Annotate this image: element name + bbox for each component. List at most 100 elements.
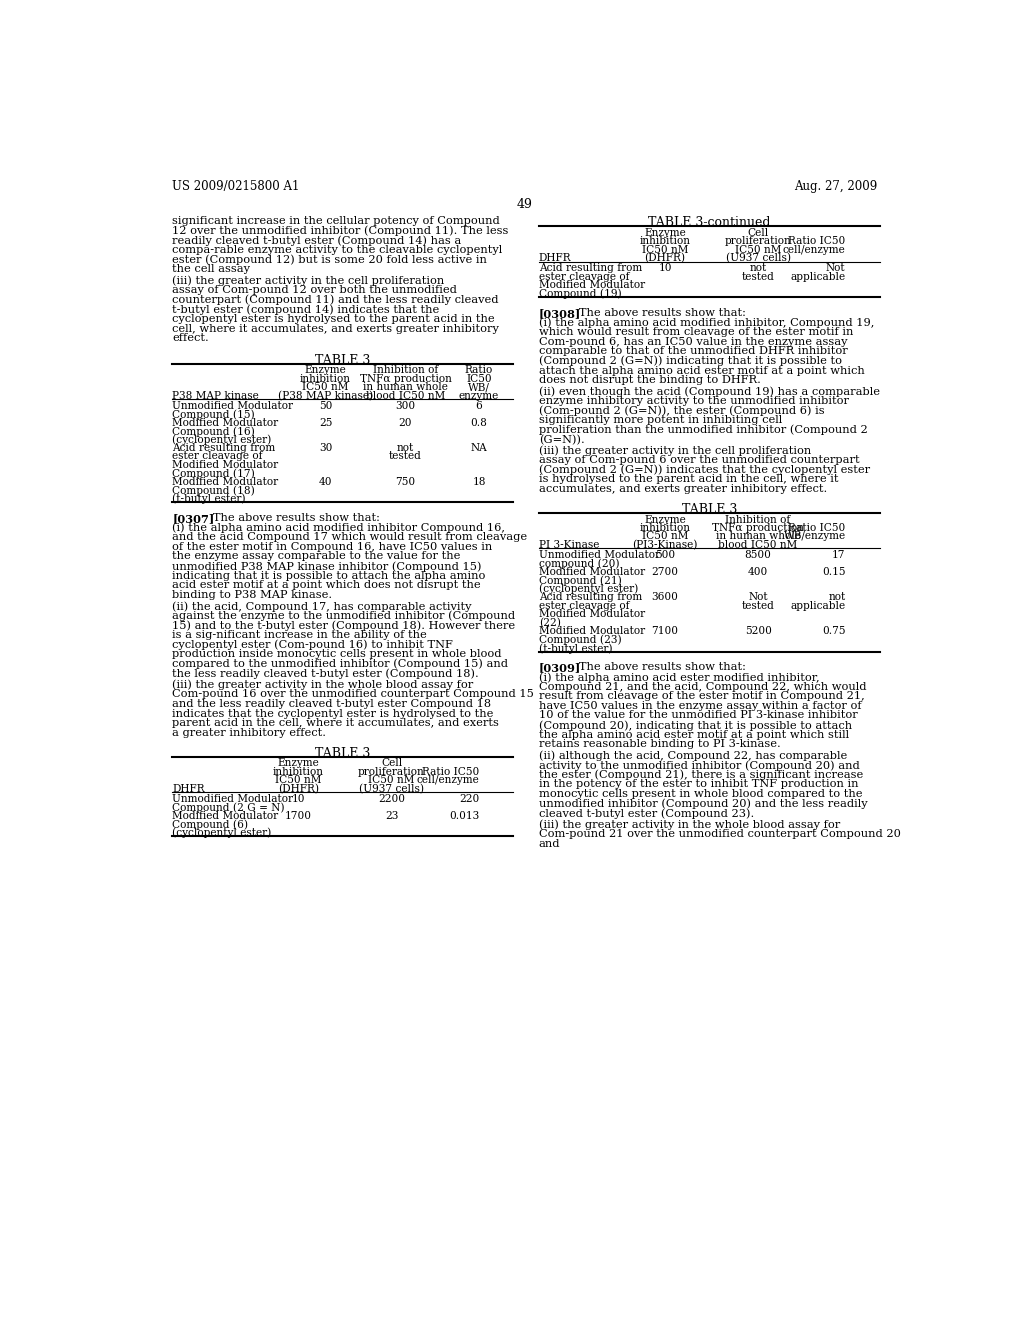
Text: (iii) the greater activity in the whole blood assay for: (iii) the greater activity in the whole … — [172, 680, 473, 690]
Text: 8500: 8500 — [744, 550, 771, 560]
Text: 10: 10 — [658, 263, 672, 273]
Text: 30: 30 — [318, 444, 333, 453]
Text: indicating that it is possible to attach the alpha amino: indicating that it is possible to attach… — [172, 570, 485, 581]
Text: and the less readily cleaved t-butyl ester Compound 18: and the less readily cleaved t-butyl est… — [172, 700, 492, 709]
Text: 7100: 7100 — [651, 626, 679, 636]
Text: Compound (23): Compound (23) — [539, 635, 622, 645]
Text: acid ester motif at a point which does not disrupt the: acid ester motif at a point which does n… — [172, 581, 481, 590]
Text: have IC50 values in the enzyme assay within a factor of: have IC50 values in the enzyme assay wit… — [539, 701, 861, 711]
Text: blood IC50 nM: blood IC50 nM — [366, 391, 445, 400]
Text: cell, where it accumulates, and exerts greater inhibitory: cell, where it accumulates, and exerts g… — [172, 323, 499, 334]
Text: Ratio IC50: Ratio IC50 — [422, 767, 479, 776]
Text: Inhibition of: Inhibition of — [725, 515, 791, 524]
Text: Modified Modulator: Modified Modulator — [539, 280, 645, 290]
Text: (ii) even though the acid (Compound 19) has a comparable: (ii) even though the acid (Compound 19) … — [539, 387, 880, 397]
Text: activity to the unmodified inhibitor (Compound 20) and: activity to the unmodified inhibitor (Co… — [539, 760, 859, 771]
Text: Modified Modulator: Modified Modulator — [172, 459, 279, 470]
Text: Modified Modulator: Modified Modulator — [539, 626, 645, 636]
Text: 3600: 3600 — [651, 593, 679, 602]
Text: Modified Modulator: Modified Modulator — [172, 477, 279, 487]
Text: readily cleaved t-butyl ester (Compound 14) has a: readily cleaved t-butyl ester (Compound … — [172, 235, 462, 246]
Text: 220: 220 — [459, 793, 479, 804]
Text: (iii) the greater activity in the cell proliferation: (iii) the greater activity in the cell p… — [539, 446, 811, 457]
Text: cyclopentyl ester (Com-pound 16) to inhibit TNF: cyclopentyl ester (Com-pound 16) to inhi… — [172, 640, 453, 651]
Text: indicates that the cyclopentyl ester is hydrolysed to the: indicates that the cyclopentyl ester is … — [172, 709, 494, 718]
Text: enzyme inhibitory activity to the unmodified inhibitor: enzyme inhibitory activity to the unmodi… — [539, 396, 849, 407]
Text: compa-rable enzyme activity to the cleavable cyclopentyl: compa-rable enzyme activity to the cleav… — [172, 246, 503, 255]
Text: IC50 nM: IC50 nM — [642, 532, 688, 541]
Text: production inside monocytic cells present in whole blood: production inside monocytic cells presen… — [172, 649, 502, 659]
Text: not: not — [397, 444, 414, 453]
Text: Modified Modulator: Modified Modulator — [172, 417, 279, 428]
Text: Acid resulting from: Acid resulting from — [539, 593, 642, 602]
Text: TABLE 3-continued: TABLE 3-continued — [648, 216, 770, 230]
Text: 40: 40 — [318, 477, 333, 487]
Text: cell/enzyme: cell/enzyme — [783, 244, 846, 255]
Text: IC50 nM: IC50 nM — [275, 775, 322, 785]
Text: 0.8: 0.8 — [471, 417, 487, 428]
Text: Acid resulting from: Acid resulting from — [172, 444, 275, 453]
Text: 6: 6 — [476, 400, 482, 411]
Text: tested: tested — [741, 601, 774, 611]
Text: (ii) although the acid, Compound 22, has comparable: (ii) although the acid, Compound 22, has… — [539, 751, 847, 762]
Text: the cell assay: the cell assay — [172, 264, 250, 275]
Text: in human whole: in human whole — [716, 532, 801, 541]
Text: DHFR: DHFR — [172, 784, 205, 793]
Text: not: not — [828, 593, 846, 602]
Text: unmodified P38 MAP kinase inhibitor (Compound 15): unmodified P38 MAP kinase inhibitor (Com… — [172, 561, 481, 572]
Text: Modified Modulator: Modified Modulator — [539, 566, 645, 577]
Text: is hydrolysed to the parent acid in the cell, where it: is hydrolysed to the parent acid in the … — [539, 474, 839, 484]
Text: blood IC50 nM: blood IC50 nM — [719, 540, 798, 550]
Text: assay of Com-pound 6 over the unmodified counterpart: assay of Com-pound 6 over the unmodified… — [539, 455, 859, 465]
Text: retains reasonable binding to PI 3-kinase.: retains reasonable binding to PI 3-kinas… — [539, 739, 780, 750]
Text: the enzyme assay comparable to the value for the: the enzyme assay comparable to the value… — [172, 552, 461, 561]
Text: Compound (2 G = N): Compound (2 G = N) — [172, 803, 285, 813]
Text: Not: Not — [749, 593, 768, 602]
Text: effect.: effect. — [172, 333, 209, 343]
Text: IC50 nM: IC50 nM — [369, 775, 415, 785]
Text: WB/: WB/ — [468, 381, 490, 392]
Text: and the acid Compound 17 which would result from cleavage: and the acid Compound 17 which would res… — [172, 532, 527, 543]
Text: 25: 25 — [318, 417, 333, 428]
Text: [0309]: [0309] — [539, 663, 581, 673]
Text: attach the alpha amino acid ester motif at a point which: attach the alpha amino acid ester motif … — [539, 366, 864, 375]
Text: counterpart (Compound 11) and the less readily cleaved: counterpart (Compound 11) and the less r… — [172, 294, 499, 305]
Text: 10: 10 — [292, 793, 305, 804]
Text: Aug. 27, 2009: Aug. 27, 2009 — [795, 180, 878, 193]
Text: (ii) the acid, Compound 17, has comparable activity: (ii) the acid, Compound 17, has comparab… — [172, 601, 472, 611]
Text: (cyclopentyl ester): (cyclopentyl ester) — [172, 828, 271, 838]
Text: (cyclopentyl ester): (cyclopentyl ester) — [172, 434, 271, 445]
Text: a greater inhibitory effect.: a greater inhibitory effect. — [172, 727, 327, 738]
Text: result from cleavage of the ester motif in Compound 21,: result from cleavage of the ester motif … — [539, 692, 864, 701]
Text: (iii) the greater activity in the whole blood assay for: (iii) the greater activity in the whole … — [539, 820, 840, 830]
Text: 0.75: 0.75 — [822, 626, 846, 636]
Text: The above results show that:: The above results show that: — [568, 663, 746, 672]
Text: NA: NA — [471, 444, 487, 453]
Text: Inhibition of: Inhibition of — [373, 366, 438, 375]
Text: parent acid in the cell, where it accumulates, and exerts: parent acid in the cell, where it accumu… — [172, 718, 499, 729]
Text: 500: 500 — [655, 550, 675, 560]
Text: (DHFR): (DHFR) — [644, 253, 686, 264]
Text: the ester (Compound 21), there is a significant increase: the ester (Compound 21), there is a sign… — [539, 770, 863, 780]
Text: (U937 cells): (U937 cells) — [726, 253, 791, 264]
Text: (i) the alpha amino acid modified inhibitor, Compound 19,: (i) the alpha amino acid modified inhibi… — [539, 317, 874, 327]
Text: cell/enzyme: cell/enzyme — [417, 775, 479, 785]
Text: ester cleavage of: ester cleavage of — [539, 272, 630, 281]
Text: Unmodified Modulator: Unmodified Modulator — [539, 550, 659, 560]
Text: The above results show that:: The above results show that: — [202, 513, 380, 523]
Text: accumulates, and exerts greater inhibitory effect.: accumulates, and exerts greater inhibito… — [539, 484, 827, 494]
Text: (i) the alpha amino acid modified inhibitor Compound 16,: (i) the alpha amino acid modified inhibi… — [172, 523, 505, 533]
Text: and: and — [539, 838, 560, 849]
Text: US 2009/0215800 A1: US 2009/0215800 A1 — [172, 180, 300, 193]
Text: (Compound 2 (G=N)) indicating that it is possible to: (Compound 2 (G=N)) indicating that it is… — [539, 356, 842, 367]
Text: Acid resulting from: Acid resulting from — [539, 263, 642, 273]
Text: cyclopentyl ester is hydrolysed to the parent acid in the: cyclopentyl ester is hydrolysed to the p… — [172, 314, 495, 323]
Text: binding to P38 MAP kinase.: binding to P38 MAP kinase. — [172, 590, 333, 601]
Text: 750: 750 — [395, 477, 416, 487]
Text: (Compound 2 (G=N)) indicates that the cyclopentyl ester: (Compound 2 (G=N)) indicates that the cy… — [539, 465, 869, 475]
Text: against the enzyme to the unmodified inhibitor (Compound: against the enzyme to the unmodified inh… — [172, 611, 515, 622]
Text: 1700: 1700 — [285, 810, 312, 821]
Text: [0308]: [0308] — [539, 308, 581, 319]
Text: Enzyme: Enzyme — [278, 758, 319, 768]
Text: enzyme: enzyme — [459, 391, 500, 400]
